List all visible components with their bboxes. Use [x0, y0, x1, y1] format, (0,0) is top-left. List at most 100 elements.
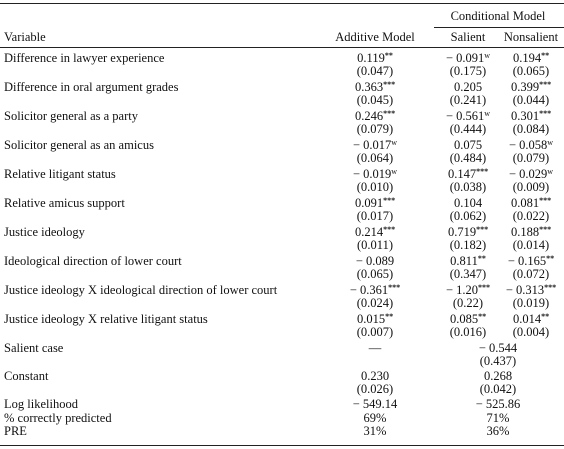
group-header: Conditional Model [450, 9, 546, 23]
estimate: 0.214*** [334, 225, 416, 239]
row-label: Relative litigant status [4, 167, 116, 181]
estimate-value: 0.147 [447, 167, 477, 181]
estimate: 0.104 [430, 196, 506, 210]
standard-error: (0.065) [356, 267, 394, 281]
row-label: Ideological direction of lower court [4, 254, 182, 268]
estimate-value: 0.399 [510, 80, 540, 94]
significance: w [391, 138, 398, 147]
column-header: Additive Model [335, 30, 415, 44]
standard-error: (0.024) [356, 296, 394, 310]
estimate: 0.014** [498, 312, 564, 326]
estimate-value: 0.268 [483, 369, 513, 383]
significance: ** [385, 312, 394, 321]
estimate: 0.230 [334, 369, 416, 383]
estimate: 0.246*** [334, 109, 416, 123]
estimate-value: 0.104 [453, 196, 483, 210]
estimate: 0.363*** [334, 80, 416, 94]
estimate: 0.399*** [498, 80, 564, 94]
row-label: Solicitor general as a party [4, 109, 138, 123]
estimate: 0.091*** [334, 196, 416, 210]
estimate: − 0.029w [498, 167, 564, 181]
standard-error: (0.079) [512, 151, 550, 165]
standard-error: (0.014) [512, 238, 550, 252]
estimate-value: − 0.561 [445, 109, 485, 123]
estimate: − 0.544 [432, 341, 564, 355]
significance: *** [539, 109, 552, 118]
estimate-value: — [368, 341, 382, 355]
fit-value: 69% [363, 410, 387, 425]
estimate-value: 0.301 [510, 109, 540, 123]
estimate-value: − 0.313 [505, 283, 545, 297]
standard-error: (0.004) [512, 325, 550, 339]
standard-error: (0.079) [356, 122, 394, 136]
top-rule [0, 3, 564, 4]
standard-error: (0.017) [356, 209, 394, 223]
estimate: — [334, 341, 416, 355]
standard-error: (0.010) [356, 180, 394, 194]
significance: *** [383, 196, 396, 205]
estimate: 0.188*** [498, 225, 564, 239]
estimate: 0.081*** [498, 196, 564, 210]
significance: ** [477, 254, 486, 263]
estimate-value: 0.363 [354, 80, 384, 94]
standard-error: (0.062) [449, 209, 487, 223]
significance: *** [383, 80, 396, 89]
row-label: Constant [4, 369, 49, 383]
estimate-value: 0.015 [356, 312, 386, 326]
standard-error: (0.022) [512, 209, 550, 223]
significance: *** [539, 196, 552, 205]
standard-error: (0.019) [512, 296, 550, 310]
significance: ** [541, 312, 550, 321]
estimate-value: 0.085 [449, 312, 479, 326]
significance: *** [476, 225, 489, 234]
significance: *** [388, 283, 401, 292]
row-label: Relative amicus support [4, 196, 125, 210]
standard-error: (0.011) [357, 238, 393, 252]
estimate-value: 0.091 [354, 196, 384, 210]
estimate: 0.194** [498, 51, 564, 65]
estimate: 0.205 [430, 80, 506, 94]
estimate: − 0.361*** [334, 283, 416, 297]
estimate: − 0.019w [334, 167, 416, 181]
significance: w [484, 109, 491, 118]
estimate: − 0.017w [334, 138, 416, 152]
estimate-value: 0.081 [510, 196, 540, 210]
standard-error: (0.22) [452, 296, 484, 310]
standard-error: (0.072) [512, 267, 550, 281]
column-header: Nonsalient [503, 30, 559, 44]
estimate-value: 0.205 [453, 80, 483, 94]
estimate-value: − 0.019 [352, 167, 392, 181]
fit-value: 71% [486, 410, 510, 425]
estimate-value: 0.119 [357, 51, 385, 65]
standard-error: (0.444) [449, 122, 487, 136]
standard-error: (0.437) [479, 354, 517, 368]
standard-error: (0.047) [356, 64, 394, 78]
estimate: 0.075 [430, 138, 506, 152]
estimate-value: 0.230 [360, 369, 390, 383]
standard-error: (0.484) [449, 151, 487, 165]
row-label: Salient case [4, 341, 64, 355]
significance: ** [384, 51, 393, 60]
column-header: Salient [450, 30, 486, 44]
significance: *** [476, 167, 489, 176]
bottom-rule [0, 445, 564, 446]
significance: *** [544, 283, 557, 292]
significance: *** [383, 109, 396, 118]
estimate-value: 0.194 [512, 51, 542, 65]
standard-error: (0.241) [449, 93, 487, 107]
row-label: Solicitor general as an amicus [4, 138, 154, 152]
significance: ** [478, 312, 487, 321]
estimate: − 0.561w [430, 109, 506, 123]
estimate-value: − 0.544 [478, 341, 518, 355]
significance: ** [546, 254, 555, 263]
fit-label: % correctly predicted [4, 410, 112, 425]
estimate-value: − 0.017 [352, 138, 392, 152]
estimate: 0.015** [334, 312, 416, 326]
estimate: − 0.089 [334, 254, 416, 268]
estimate: 0.811** [430, 254, 506, 268]
standard-error: (0.042) [479, 382, 517, 396]
estimate-value: 0.014 [512, 312, 542, 326]
estimate: 0.268 [432, 369, 564, 383]
standard-error: (0.182) [449, 238, 487, 252]
fit-label: PRE [4, 424, 27, 438]
